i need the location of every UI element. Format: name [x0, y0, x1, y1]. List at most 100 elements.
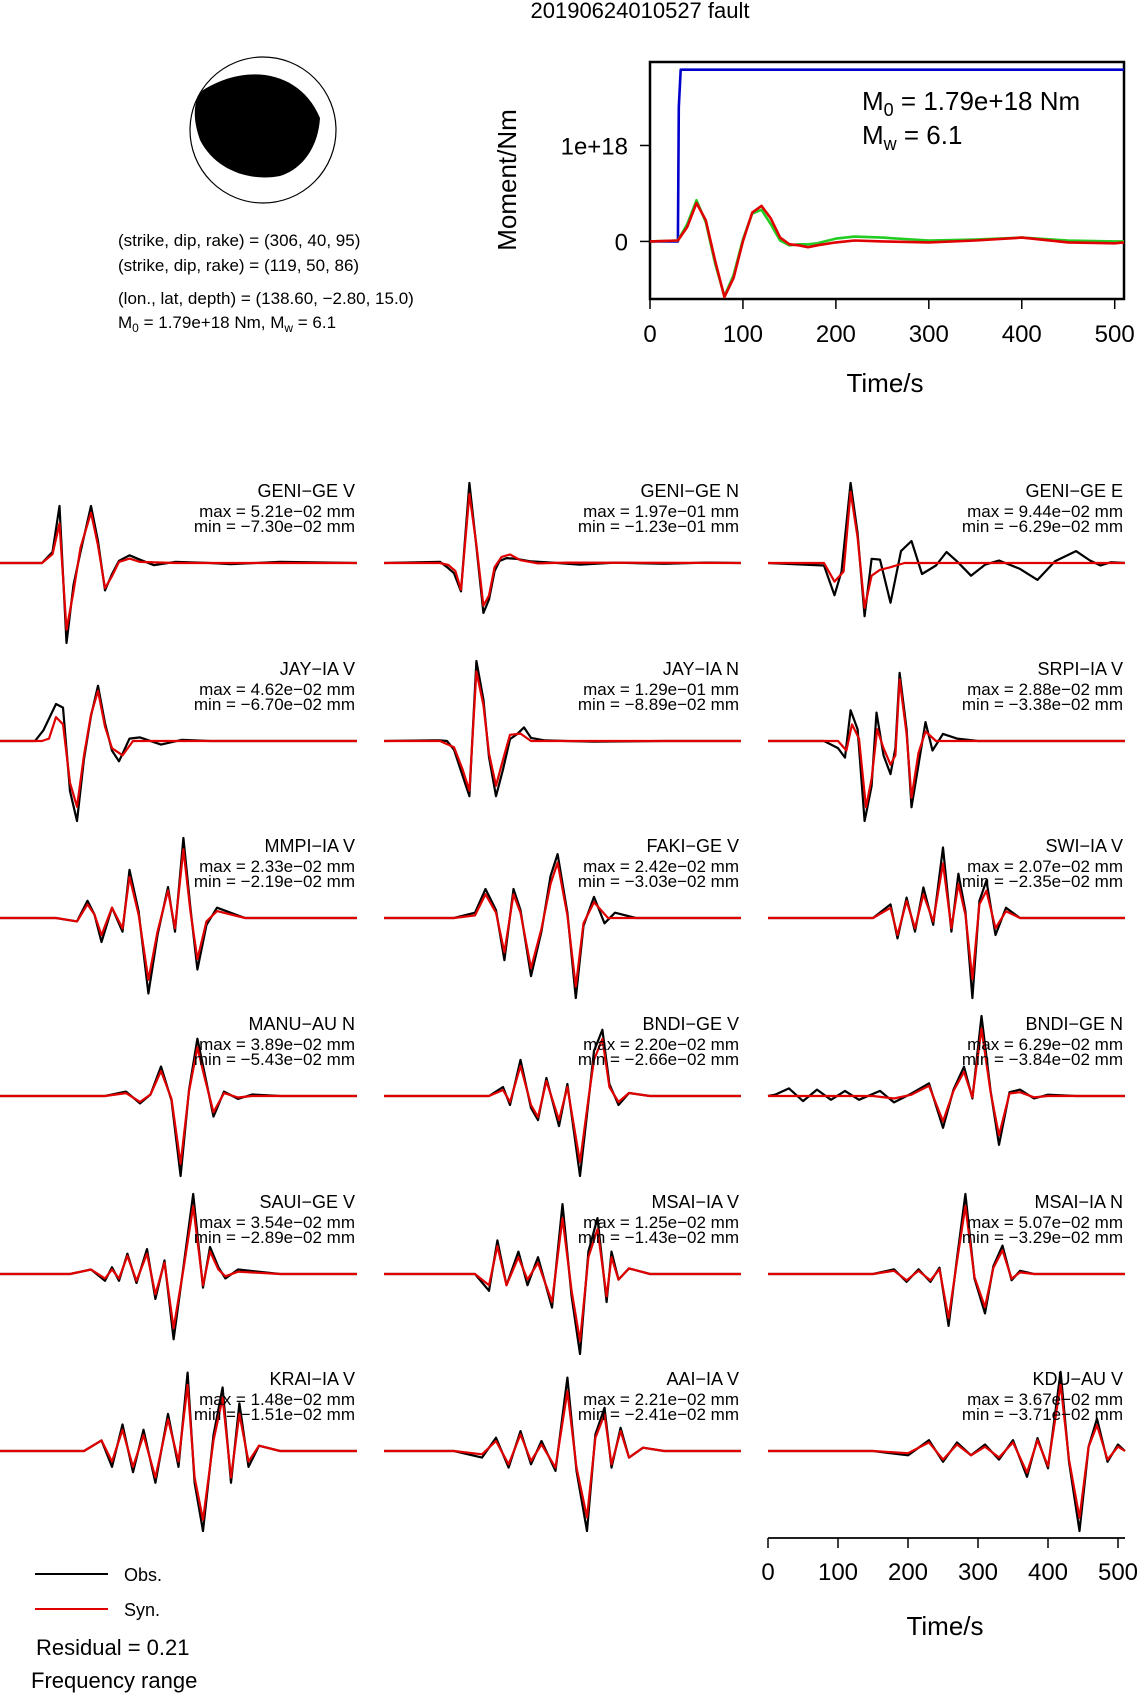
station-label: JAY−IA V	[280, 659, 355, 679]
station-label: SWI−IA V	[1045, 836, 1123, 856]
synthetic-trace	[768, 862, 1125, 981]
min-amplitude-label: min = −3.38e−02 mm	[962, 695, 1123, 714]
synthetic-trace	[384, 861, 741, 988]
moment-y-axis: 0 1e+18	[561, 133, 650, 256]
moment-x-tick-label: 500	[1095, 321, 1135, 348]
synthetic-trace	[0, 848, 357, 981]
max-amplitude-label: max = 2.21e−02 mm	[583, 1390, 739, 1409]
legend: Obs. Syn. Residual = 0.21 Frequency rang…	[31, 1565, 197, 1693]
station-label: SRPI−IA V	[1037, 659, 1123, 679]
synthetic-trace	[0, 1205, 357, 1330]
nodal-plane-2: (strike, dip, rake) = (119, 50, 86)	[118, 256, 359, 275]
station-label: KRAI−IA V	[269, 1369, 355, 1389]
nodal-plane-1: (strike, dip, rake) = (306, 40, 95)	[118, 231, 360, 250]
moment-series-2	[649, 201, 1125, 299]
station-label: GENI−GE E	[1025, 481, 1123, 501]
moment-y-tick-label: 0	[615, 229, 628, 256]
synthetic-trace	[384, 1390, 741, 1519]
max-amplitude-label: max = 2.88e−02 mm	[967, 680, 1123, 699]
moment-y-axis-label: Moment/Nm	[492, 109, 522, 251]
focal-mechanism-beachball	[189, 56, 337, 204]
observed-trace	[384, 1028, 741, 1178]
max-amplitude-label: max = 6.29e−02 mm	[967, 1035, 1123, 1054]
legend-obs-label: Obs.	[124, 1565, 162, 1585]
synthetic-trace	[768, 1027, 1125, 1137]
max-amplitude-label: max = 1.97e−01 mm	[583, 502, 739, 521]
max-amplitude-label: max = 1.29e−01 mm	[583, 680, 739, 699]
waveform-x-tick-label: 0	[761, 1559, 774, 1586]
moment-y-tick-label: 1e+18	[561, 133, 628, 160]
waveform-x-tick-label: 500	[1098, 1559, 1138, 1586]
min-amplitude-label: min = −3.03e−02 mm	[578, 872, 739, 891]
synthetic-trace	[384, 492, 742, 607]
waveform-x-axis: 0 100 200 300 400 500	[761, 1537, 1138, 1586]
station-label: MSAI−IA N	[1034, 1192, 1123, 1212]
synthetic-trace	[0, 689, 357, 808]
max-amplitude-label: max = 5.07e−02 mm	[967, 1213, 1123, 1232]
min-amplitude-label: min = −2.41e−02 mm	[578, 1405, 739, 1424]
max-amplitude-label: max = 4.62e−02 mm	[199, 680, 355, 699]
waveform-x-tick-label: 400	[1028, 1559, 1068, 1586]
min-amplitude-label: min = −1.23e−01 mm	[578, 517, 739, 536]
waveform-x-axis-label: Time/s	[906, 1611, 983, 1641]
synthetic-trace	[768, 490, 1125, 609]
moment-x-tick-label: 300	[909, 321, 949, 348]
station-label: MSAI−IA V	[651, 1192, 739, 1212]
station-label: KDU−AU V	[1032, 1369, 1123, 1389]
waveform-x-tick-label: 300	[958, 1559, 998, 1586]
max-amplitude-label: max = 3.89e−02 mm	[199, 1035, 355, 1054]
min-amplitude-label: min = −8.89e−02 mm	[578, 695, 739, 714]
moment-rate-chart: 0 100 200 300 400 500 0 1e+18 Time/s Moment/Nm…	[492, 60, 1135, 398]
moment-x-tick-label: 100	[723, 321, 763, 348]
max-amplitude-label: max = 2.33e−02 mm	[199, 857, 355, 876]
figure-title: 20190624010527 fault	[531, 0, 750, 23]
station-label: JAY−IA N	[663, 659, 739, 679]
moment-x-axis-label: Time/s	[846, 368, 923, 398]
moment-plot-frame	[648, 60, 1126, 301]
observed-trace	[767, 481, 1126, 618]
legend-syn-label: Syn.	[124, 1600, 160, 1620]
synthetic-trace	[384, 1217, 741, 1343]
moment-series-group	[649, 68, 1125, 299]
min-amplitude-label: min = −3.29e−02 mm	[962, 1228, 1123, 1247]
min-amplitude-label: min = −3.84e−02 mm	[962, 1050, 1123, 1069]
max-amplitude-label: max = 2.20e−02 mm	[583, 1035, 739, 1054]
min-amplitude-label: min = −6.70e−02 mm	[194, 695, 355, 714]
observed-trace	[0, 836, 357, 995]
min-amplitude-label: min = −6.29e−02 mm	[962, 517, 1123, 536]
synthetic-trace	[768, 678, 1125, 809]
station-label: MANU−AU N	[248, 1014, 355, 1034]
moment-x-tick-label: 0	[643, 321, 656, 348]
residual-text: Residual = 0.21	[36, 1635, 190, 1660]
station-label: AAI−IA V	[666, 1369, 739, 1389]
min-amplitude-label: min = −2.89e−02 mm	[194, 1228, 355, 1247]
waveform-x-tick-label: 100	[818, 1559, 858, 1586]
station-label: GENI−GE N	[640, 481, 739, 501]
synthetic-trace	[0, 511, 357, 631]
station-label: BNDI−GE N	[1025, 1014, 1123, 1034]
max-amplitude-label: max = 2.42e−02 mm	[583, 857, 739, 876]
observed-trace	[767, 1014, 1125, 1146]
min-amplitude-label: min = −5.43e−02 mm	[194, 1050, 355, 1069]
min-amplitude-label: min = −7.30e−02 mm	[194, 517, 355, 536]
min-amplitude-label: min = −2.66e−02 mm	[578, 1050, 739, 1069]
synthetic-trace	[0, 1046, 357, 1165]
min-amplitude-label: min = −1.51e−02 mm	[194, 1405, 355, 1424]
moment-x-axis: 0 100 200 300 400 500	[643, 299, 1135, 348]
synthetic-trace	[384, 1037, 741, 1164]
max-amplitude-label: max = 5.21e−02 mm	[199, 502, 355, 521]
